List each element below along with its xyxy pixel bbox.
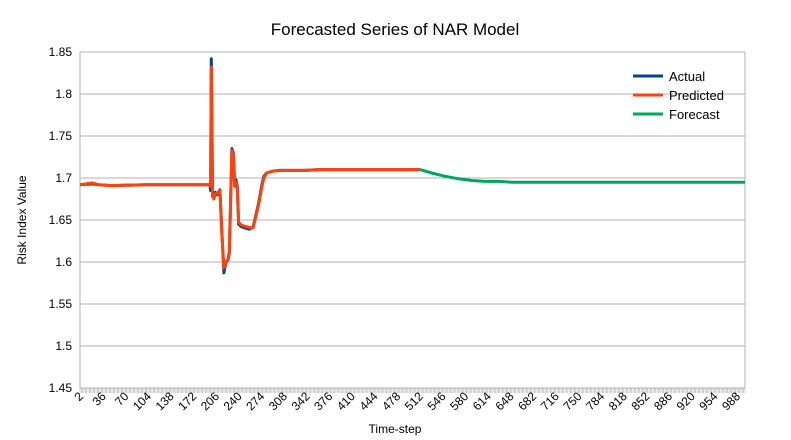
x-axis-label: Time-step [369, 422, 422, 436]
y-tick-label: 1.75 [49, 129, 73, 143]
x-tick-label: 70 [112, 389, 132, 409]
series-lines [79, 57, 745, 275]
series-line-actual [79, 57, 420, 275]
y-tick-label: 1.7 [55, 171, 72, 185]
legend: Actual Predicted Forecast [633, 69, 724, 122]
x-tick-labels: 2 36 7010413817220624027430834237641044447… [71, 389, 743, 413]
chart-title: Forecasted Series of NAR Model [271, 20, 520, 39]
y-tick-label: 1.6 [55, 255, 72, 269]
y-tick-labels: 1.45 1.5 1.55 1.6 1.65 1.7 1.75 1.8 1.85 [49, 45, 73, 395]
y-tick-label: 1.85 [49, 45, 73, 59]
legend-label-actual: Actual [669, 69, 705, 84]
x-minor-ticks [79, 388, 746, 393]
legend-label-forecast: Forecast [669, 107, 720, 122]
y-tick-label: 1.45 [49, 381, 73, 395]
x-tick-label: 36 [89, 389, 109, 409]
legend-label-predicted: Predicted [669, 88, 724, 103]
y-tick-label: 1.5 [55, 339, 72, 353]
y-tick-label: 1.65 [49, 213, 73, 227]
y-tick-label: 1.55 [49, 297, 73, 311]
series-line-forecast [419, 168, 745, 184]
y-tick-label: 1.8 [55, 87, 72, 101]
y-axis-label: Risk Index Value [15, 175, 29, 264]
series-line-predicted [79, 65, 420, 270]
gridlines [79, 51, 746, 393]
